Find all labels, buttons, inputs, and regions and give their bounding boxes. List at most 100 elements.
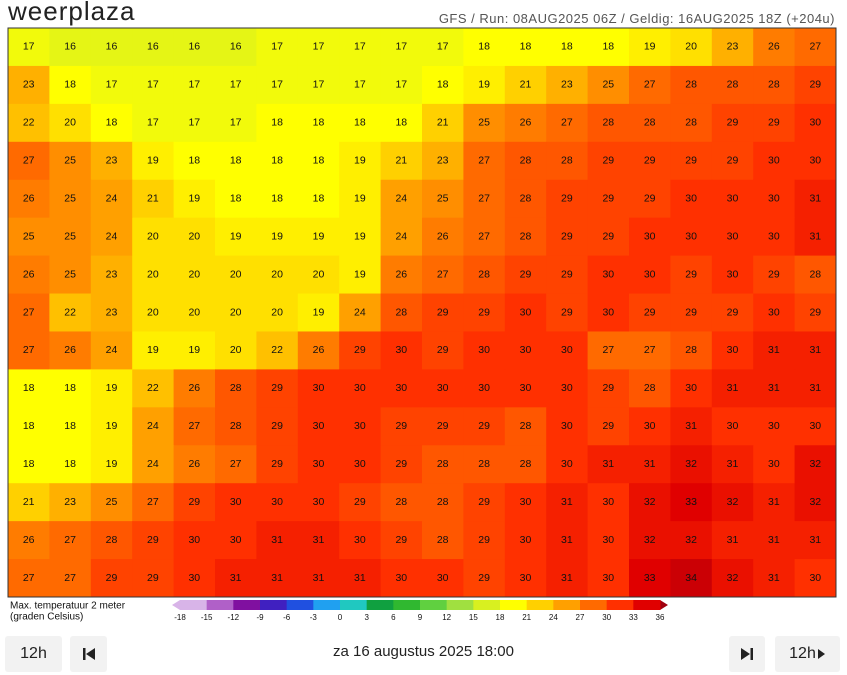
temperature-label: 30 [230,534,242,546]
temperature-label: 30 [478,344,490,356]
temperature-label: 19 [106,420,118,432]
temperature-label: 32 [727,572,739,584]
temperature-label: 17 [313,41,325,53]
temperature-label: 25 [64,268,76,280]
temperature-cell [753,28,796,67]
colorbar-tick-label: 24 [549,613,558,622]
temperature-label: 28 [685,79,697,91]
temperature-label: 30 [395,382,407,394]
temperature-label: 21 [395,155,407,167]
temperature-cell [546,141,589,181]
back-button[interactable]: 12h [5,636,62,672]
temperature-label: 18 [23,382,35,394]
temperature-label: 29 [520,268,532,280]
temperature-cell [794,255,837,295]
temperature-cell [546,103,589,143]
temperature-label: 25 [602,79,614,91]
temperature-label: 30 [313,420,325,432]
temperature-cell [339,141,382,181]
next-button[interactable] [729,636,765,672]
temperature-cell [173,331,216,370]
temperature-cell [629,521,671,560]
temperature-label: 17 [23,41,35,53]
colorbar-tick-label: 6 [391,613,396,622]
temperature-cell [463,445,506,484]
temperature-cell [794,369,837,408]
temperature-label: 23 [106,306,118,318]
temperature-cell [297,331,340,370]
temperature-cell [132,293,175,332]
temperature-label: 32 [685,458,697,470]
temperature-cell [711,255,754,295]
temperature-label: 27 [23,155,35,167]
temperature-cell [380,179,423,219]
temperature-cell [670,179,713,219]
temperature-cell [422,483,464,522]
temperature-label: 31 [727,382,739,394]
colorbar-segment [553,600,581,610]
temperature-label: 31 [768,382,780,394]
temperature-label: 29 [354,344,366,356]
temperature-label: 20 [147,306,159,318]
temperature-cell [215,65,257,105]
temperature-label: 27 [809,41,821,53]
temperature-cell [587,369,630,408]
temperature-label: 17 [230,117,242,129]
back-label: 12h [20,645,47,662]
temperature-label: 31 [768,572,780,584]
temperature-label: 27 [478,230,490,242]
temperature-label: 21 [23,496,35,508]
temperature-label: 32 [685,534,697,546]
date-label: za 16 augustus 2025 18:00 [333,643,514,660]
temperature-label: 24 [147,458,159,470]
temperature-cell [463,331,506,370]
temperature-label: 27 [230,458,242,470]
temperature-cell [90,179,133,219]
temperature-cell [256,521,299,560]
colorbar-tick-label: -18 [174,613,186,622]
temperature-cell [504,28,547,67]
temperature-label: 31 [727,458,739,470]
temperature-label: 29 [271,420,283,432]
temperature-label: 18 [561,41,573,53]
temperature-label: 27 [64,534,76,546]
temperature-label: 28 [230,420,242,432]
temperature-cell [711,217,754,257]
temperature-label: 19 [271,230,283,242]
temperature-cell [339,407,382,446]
temperature-label: 29 [644,306,656,318]
colorbar-tick-label: 27 [576,613,585,622]
temperature-label: 29 [271,382,283,394]
temperature-cell [256,141,299,181]
temperature-cell [173,103,216,143]
temperature-label: 32 [809,496,821,508]
temperature-cell [629,65,671,105]
temperature-cell [380,28,423,67]
temperature-label: 28 [437,458,449,470]
temperature-label: 34 [685,572,697,584]
temperature-cell [215,369,257,408]
temperature-label: 17 [230,79,242,91]
temperature-label: 29 [188,496,200,508]
temperature-cell [587,65,630,105]
temperature-label: 30 [354,534,366,546]
temperature-cell [463,28,506,67]
temperature-cell [753,521,796,560]
temperature-label: 23 [437,155,449,167]
colorbar-segment [500,600,528,610]
temperature-label: 30 [685,192,697,204]
temperature-cell [629,559,671,598]
prev-button[interactable] [70,636,107,672]
temperature-label: 20 [313,268,325,280]
temperature-cell [173,407,216,446]
temperature-label: 29 [685,306,697,318]
temperature-cell [215,103,257,143]
temperature-label: 24 [354,306,366,318]
temperature-label: 29 [809,79,821,91]
temperature-label: 18 [313,117,325,129]
temperature-label: 29 [478,496,490,508]
temperature-cell [297,521,340,560]
temperature-label: 17 [395,79,407,91]
forward-button[interactable]: 12h [775,636,840,672]
temperature-label: 30 [768,458,780,470]
